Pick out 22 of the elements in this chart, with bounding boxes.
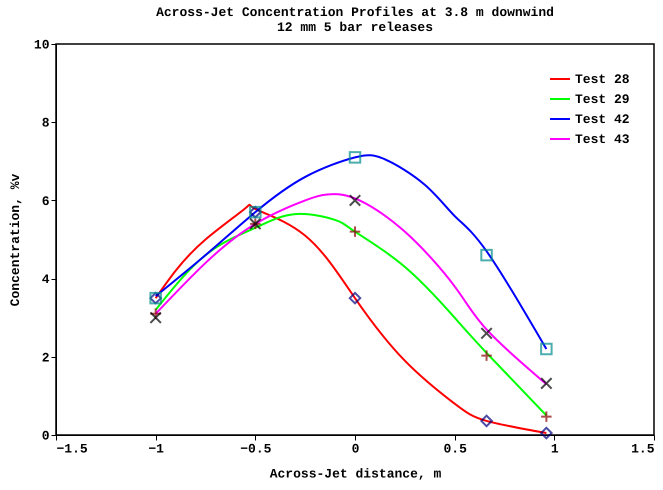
x-tick-label: 1.5 (631, 442, 655, 456)
y-tick-label: 8 (42, 116, 50, 131)
x-tick-label: −1.5 (56, 442, 88, 456)
x-tick-label: 0 (352, 442, 360, 456)
y-tick-label: 10 (34, 38, 50, 52)
legend-label: Test 43 (575, 132, 630, 147)
y-tick-label: 2 (42, 350, 50, 366)
y-tick-label: 6 (42, 194, 50, 209)
line-series (154, 193, 548, 386)
chart-title: Across-Jet Concentration Profiles at 3.8 m downwind (156, 5, 554, 20)
legend-label: Test 42 (575, 112, 630, 127)
x-axis-title: Across-Jet distance, m (270, 466, 442, 482)
y-tick-label: 0 (42, 428, 50, 444)
x-tick-label: −1 (148, 442, 164, 456)
legend-label: Test 28 (575, 72, 630, 87)
x-tick-label: −0.5 (240, 442, 272, 456)
chart-subtitle: 12 mm 5 bar releases (276, 20, 434, 35)
x-tick-label: 0.5 (443, 442, 468, 456)
legend-label: Test 29 (575, 92, 630, 107)
x-tick-label: 1 (550, 442, 559, 456)
y-axis-title: Concentration, %v (8, 173, 23, 306)
y-tick-label: 4 (42, 272, 50, 288)
